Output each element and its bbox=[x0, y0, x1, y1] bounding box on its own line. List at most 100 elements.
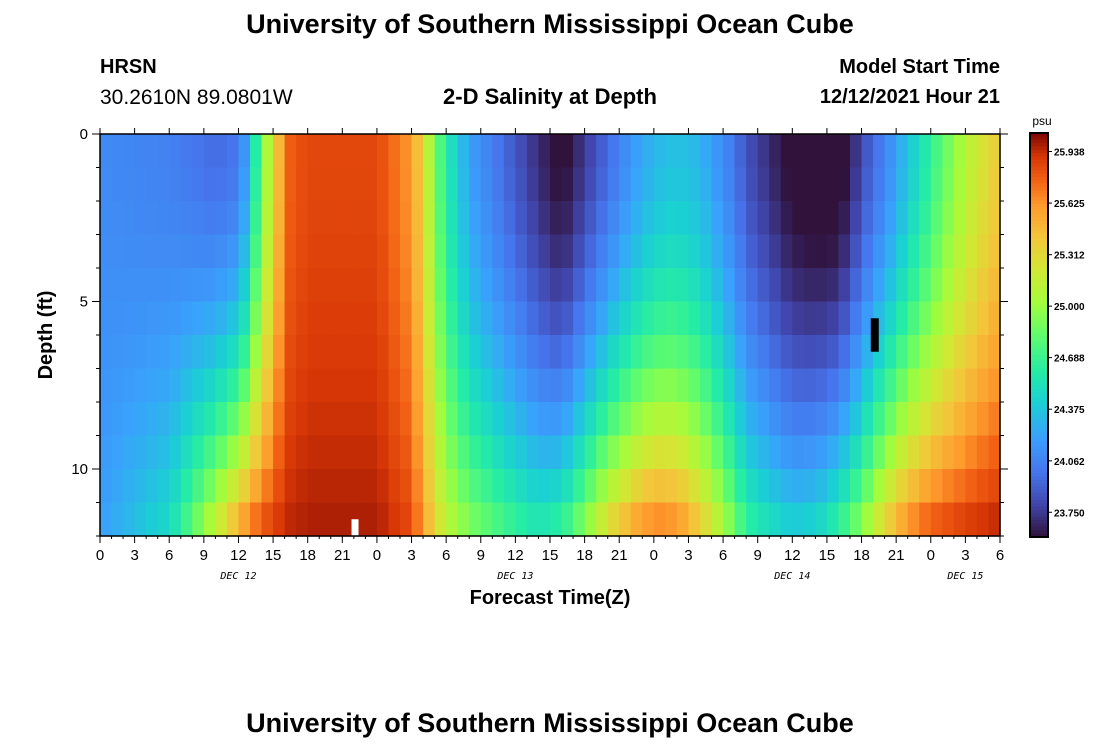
heatmap-cell bbox=[261, 368, 274, 403]
heatmap-cell bbox=[492, 234, 505, 269]
heatmap-cell bbox=[411, 402, 424, 437]
heatmap-cell bbox=[607, 435, 620, 470]
heatmap-cell bbox=[503, 167, 516, 202]
heatmap-cell bbox=[584, 402, 597, 437]
plot-title: 2-D Salinity at Depth bbox=[443, 84, 657, 109]
heatmap-cell bbox=[896, 201, 909, 236]
heatmap-cell bbox=[238, 335, 251, 370]
colorbar-segment bbox=[1030, 476, 1048, 481]
heatmap-cell bbox=[342, 134, 355, 169]
x-axis-label: Forecast Time(Z) bbox=[470, 587, 631, 609]
x-tick-label: 12 bbox=[507, 547, 524, 564]
heatmap-cell bbox=[688, 201, 701, 236]
heatmap-cell bbox=[457, 134, 470, 169]
heatmap-cell bbox=[688, 435, 701, 470]
colorbar-segment bbox=[1030, 166, 1048, 171]
heatmap-cell bbox=[342, 301, 355, 336]
heatmap-cell bbox=[503, 201, 516, 236]
heatmap-cell bbox=[734, 402, 747, 437]
colorbar-segment bbox=[1030, 483, 1048, 488]
heatmap-cell bbox=[492, 402, 505, 437]
heatmap-cell bbox=[803, 134, 816, 169]
heatmap-cell bbox=[665, 201, 678, 236]
colorbar-segment bbox=[1030, 281, 1048, 286]
heatmap-cell bbox=[434, 134, 447, 169]
heatmap-cell bbox=[296, 268, 309, 303]
heatmap-cell bbox=[780, 435, 793, 470]
heatmap-cell bbox=[919, 234, 932, 269]
heatmap-cell bbox=[353, 167, 366, 202]
heatmap-cell bbox=[826, 402, 840, 437]
heatmap-cell bbox=[180, 335, 193, 370]
heatmap-cell bbox=[550, 268, 563, 303]
heatmap-cell bbox=[769, 469, 782, 504]
heatmap-cell bbox=[365, 301, 378, 336]
heatmap-cell bbox=[953, 402, 966, 437]
colorbar-segment bbox=[1030, 429, 1048, 434]
heatmap-cell bbox=[515, 201, 528, 236]
heatmap-cell bbox=[953, 201, 966, 236]
heatmap-cell bbox=[919, 368, 932, 403]
heatmap-cell bbox=[884, 402, 897, 437]
heatmap-cell bbox=[596, 402, 609, 437]
heatmap-cell bbox=[780, 368, 793, 403]
heatmap-cell bbox=[515, 301, 528, 336]
colorbar-segment bbox=[1030, 516, 1048, 521]
heatmap-cell bbox=[146, 134, 159, 169]
colorbar-segment bbox=[1030, 496, 1048, 501]
heatmap-cell bbox=[561, 402, 574, 437]
heatmap-cell bbox=[526, 435, 540, 470]
heatmap-cell bbox=[100, 402, 113, 437]
heatmap-cell bbox=[273, 201, 286, 236]
x-tick-label: 18 bbox=[853, 547, 870, 564]
heatmap-cell bbox=[203, 167, 216, 202]
heatmap-cell bbox=[169, 502, 182, 537]
colorbar-units: psu bbox=[1032, 114, 1051, 128]
heatmap-cell bbox=[850, 167, 863, 202]
heatmap-cell bbox=[642, 268, 655, 303]
colorbar-segment bbox=[1030, 382, 1048, 387]
heatmap-cell bbox=[861, 167, 874, 202]
heatmap-cell bbox=[780, 167, 793, 202]
heatmap-cell bbox=[953, 301, 966, 336]
heatmap-cell bbox=[861, 335, 874, 370]
heatmap-cell bbox=[146, 268, 159, 303]
colorbar-segment bbox=[1030, 358, 1048, 363]
heatmap-cell bbox=[169, 234, 182, 269]
heatmap-cell bbox=[873, 268, 886, 303]
heatmap-cell bbox=[734, 469, 747, 504]
heatmap-cell bbox=[803, 234, 816, 269]
heatmap-cell bbox=[573, 167, 586, 202]
x-tick-label: 21 bbox=[334, 547, 351, 564]
colorbar-segment bbox=[1030, 432, 1048, 437]
colorbar-segment bbox=[1030, 244, 1048, 249]
heatmap-cell bbox=[538, 368, 551, 403]
heatmap-cell bbox=[250, 134, 263, 169]
heatmap-cell bbox=[526, 268, 540, 303]
chart-axes: 0 3 6 9 12 15 18 21 0 3 6 9 12 15 18 21 0 3 6 9 12 15 18 21 0 3 6 D… bbox=[71, 126, 1008, 582]
heatmap-cell bbox=[434, 167, 447, 202]
heatmap-cell bbox=[826, 234, 840, 269]
heatmap-cell bbox=[838, 201, 851, 236]
heatmap-cell bbox=[942, 469, 955, 504]
heatmap-cell bbox=[169, 335, 182, 370]
heatmap-cell bbox=[884, 134, 897, 169]
heatmap-cell bbox=[838, 134, 851, 169]
heatmap-cell bbox=[284, 167, 297, 202]
heatmap-cell bbox=[965, 335, 978, 370]
heatmap-cell bbox=[296, 402, 309, 437]
heatmap-cell bbox=[538, 167, 551, 202]
heatmap-cell bbox=[746, 201, 759, 236]
heatmap-cell bbox=[146, 469, 159, 504]
heatmap-cell bbox=[388, 335, 401, 370]
colorbar-segment bbox=[1030, 163, 1048, 168]
heatmap-cell bbox=[619, 469, 632, 504]
x-tick-label: 18 bbox=[299, 547, 316, 564]
heatmap-cell bbox=[584, 435, 597, 470]
heatmap-cell bbox=[146, 402, 159, 437]
heatmap-cell bbox=[169, 368, 182, 403]
heatmap-cell bbox=[965, 368, 978, 403]
heatmap-cell bbox=[273, 402, 286, 437]
colorbar-segment bbox=[1030, 247, 1048, 252]
x-tick-label: 9 bbox=[200, 547, 208, 564]
